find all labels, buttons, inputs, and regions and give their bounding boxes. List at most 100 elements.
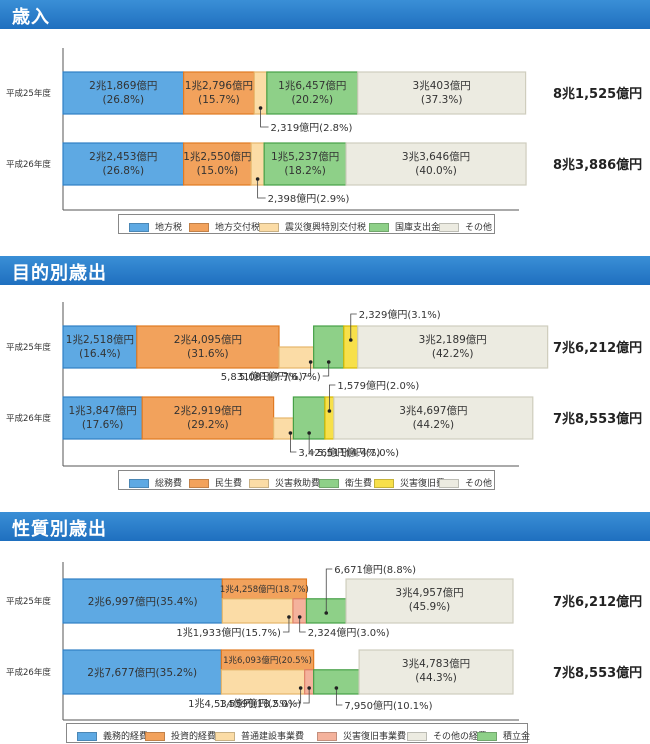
legend-label: 総務費 bbox=[155, 479, 183, 489]
data-label: (42.2%) bbox=[432, 348, 474, 360]
row-label: 平成26年度 bbox=[6, 159, 51, 170]
bar-segment bbox=[221, 598, 294, 624]
legend-swatch bbox=[259, 223, 279, 232]
legend-swatch bbox=[145, 732, 165, 741]
legend-item: 地方税 bbox=[129, 220, 182, 233]
data-label: (15.7%) bbox=[198, 94, 240, 106]
leader-line bbox=[304, 362, 312, 377]
legend-item: その他の経費 bbox=[407, 729, 487, 742]
bar-segment bbox=[62, 142, 185, 186]
legend-swatch bbox=[215, 732, 235, 741]
data-label: (17.6%) bbox=[82, 419, 124, 431]
bar-segment bbox=[263, 142, 347, 186]
leader-dot bbox=[287, 615, 291, 619]
data-label: 1兆2,518億円 bbox=[66, 333, 134, 346]
data-label: 1兆1,933億円(15.7%) bbox=[176, 626, 281, 639]
legend-swatch bbox=[189, 223, 209, 232]
data-label: 1兆2,796億円 bbox=[185, 79, 253, 92]
legend-swatch bbox=[77, 732, 97, 741]
leader-line bbox=[257, 179, 266, 199]
bar-segment bbox=[345, 142, 527, 186]
total-label: 7兆8,553億円 bbox=[553, 665, 642, 681]
data-label: 2兆7,677億円(35.2%) bbox=[87, 666, 197, 679]
leader-line bbox=[294, 688, 302, 704]
data-label: 3兆403億円 bbox=[413, 79, 471, 92]
bar-segment bbox=[62, 71, 185, 115]
data-label: (40.0%) bbox=[415, 165, 457, 177]
legend-label: 普通建設事業費 bbox=[241, 732, 305, 742]
leader-dot bbox=[308, 360, 313, 364]
data-label: 3兆4,957億円 bbox=[395, 586, 463, 599]
legend-item: 総務費 bbox=[129, 476, 182, 489]
leader-line bbox=[328, 384, 336, 411]
bar-segment bbox=[62, 578, 223, 624]
data-label: 1,579億円(2.0%) bbox=[337, 379, 419, 392]
total-label: 7兆6,212億円 bbox=[553, 594, 642, 610]
legend-swatch bbox=[407, 732, 427, 741]
bar-segment bbox=[62, 649, 222, 695]
legend-swatch bbox=[189, 479, 209, 488]
row-label: 平成25年度 bbox=[6, 342, 51, 353]
bar-segment bbox=[183, 71, 255, 115]
legend-item: 投資的経費 bbox=[145, 729, 216, 742]
total-label: 7兆6,212億円 bbox=[553, 340, 642, 356]
data-label: 5,081億円(6.7%) bbox=[239, 370, 321, 383]
legend-item: 義務的経費 bbox=[77, 729, 148, 742]
bar-segment bbox=[136, 325, 280, 369]
row-label: 平成25年度 bbox=[6, 596, 51, 607]
leader-dot bbox=[258, 106, 263, 110]
legend-label: 地方交付税 bbox=[215, 223, 261, 233]
legend-label: 民生費 bbox=[215, 479, 243, 489]
row-label: 平成26年度 bbox=[6, 667, 51, 678]
leader-dot bbox=[288, 431, 293, 435]
legend-label: 地方税 bbox=[155, 223, 183, 233]
nature-chart: 平成25年度 2兆6,997億円(35.4%) 1兆4,258億円(18.7%) 1兆… bbox=[6, 562, 642, 721]
data-label: 3,426億円(4.4%) bbox=[298, 446, 380, 459]
data-label: 1兆2,550億円 bbox=[183, 150, 251, 163]
legend-swatch bbox=[319, 479, 339, 488]
revenue-chart: 平成25年度 2兆1,869億円 (26.8%) 1兆2,796億円 (15.7%) 2,… bbox=[6, 48, 642, 211]
legend-label: 義務的経費 bbox=[103, 732, 149, 742]
leader-dot bbox=[324, 611, 329, 615]
data-label: 2,324億円(3.0%) bbox=[308, 626, 390, 639]
leader-line bbox=[260, 108, 269, 128]
data-label: 2兆6,997億円(35.4%) bbox=[88, 595, 198, 608]
data-label: 1,559億円(2.0%) bbox=[219, 697, 301, 710]
section-title: 目的別歳出 bbox=[12, 263, 107, 284]
leader-dot bbox=[297, 615, 302, 619]
data-label: (29.2%) bbox=[187, 419, 229, 431]
bar-segment bbox=[266, 71, 359, 115]
row-label: 平成25年度 bbox=[6, 88, 51, 99]
legend-item: その他 bbox=[439, 220, 492, 233]
leader-dot bbox=[255, 177, 260, 181]
section-header-revenue: 歳入 bbox=[0, 0, 650, 29]
data-label: 7,950億円(10.1%) bbox=[344, 699, 432, 712]
data-label: 3兆4,697億円 bbox=[399, 404, 467, 417]
leader-line bbox=[325, 568, 333, 613]
section-title: 性質別歳出 bbox=[12, 519, 107, 540]
legend-label: その他 bbox=[465, 479, 493, 489]
data-label: 1兆4,258億円(18.7%) bbox=[220, 584, 309, 595]
data-label: 3兆4,783億円 bbox=[402, 657, 470, 670]
data-label: (16.4%) bbox=[79, 348, 121, 360]
revenue-legend: 地方税 地方交付税 震災復興特別交付税 国庫支出金 その他 bbox=[118, 214, 495, 234]
data-label: (20.2%) bbox=[292, 94, 334, 106]
legend-item: 積立金 bbox=[477, 729, 530, 742]
bar-segment bbox=[345, 578, 514, 624]
legend-swatch bbox=[439, 479, 459, 488]
section-header-purpose: 目的別歳出 bbox=[0, 256, 650, 285]
legend-item: その他 bbox=[439, 476, 492, 489]
legend-item: 震災復興特別交付税 bbox=[259, 220, 366, 233]
legend-swatch bbox=[369, 223, 389, 232]
data-label: (45.9%) bbox=[409, 601, 451, 613]
data-label: (18.2%) bbox=[284, 165, 326, 177]
bar-segment bbox=[357, 71, 527, 115]
bar-segment bbox=[62, 325, 138, 369]
bar-segment bbox=[333, 396, 534, 440]
legend-item: 民生費 bbox=[189, 476, 242, 489]
row-label: 平成26年度 bbox=[6, 413, 51, 424]
data-label: 1兆6,093億円(20.5%) bbox=[223, 655, 312, 666]
bar-segment bbox=[183, 142, 252, 186]
data-label: (26.8%) bbox=[103, 94, 145, 106]
legend-item: 地方交付税 bbox=[189, 220, 260, 233]
